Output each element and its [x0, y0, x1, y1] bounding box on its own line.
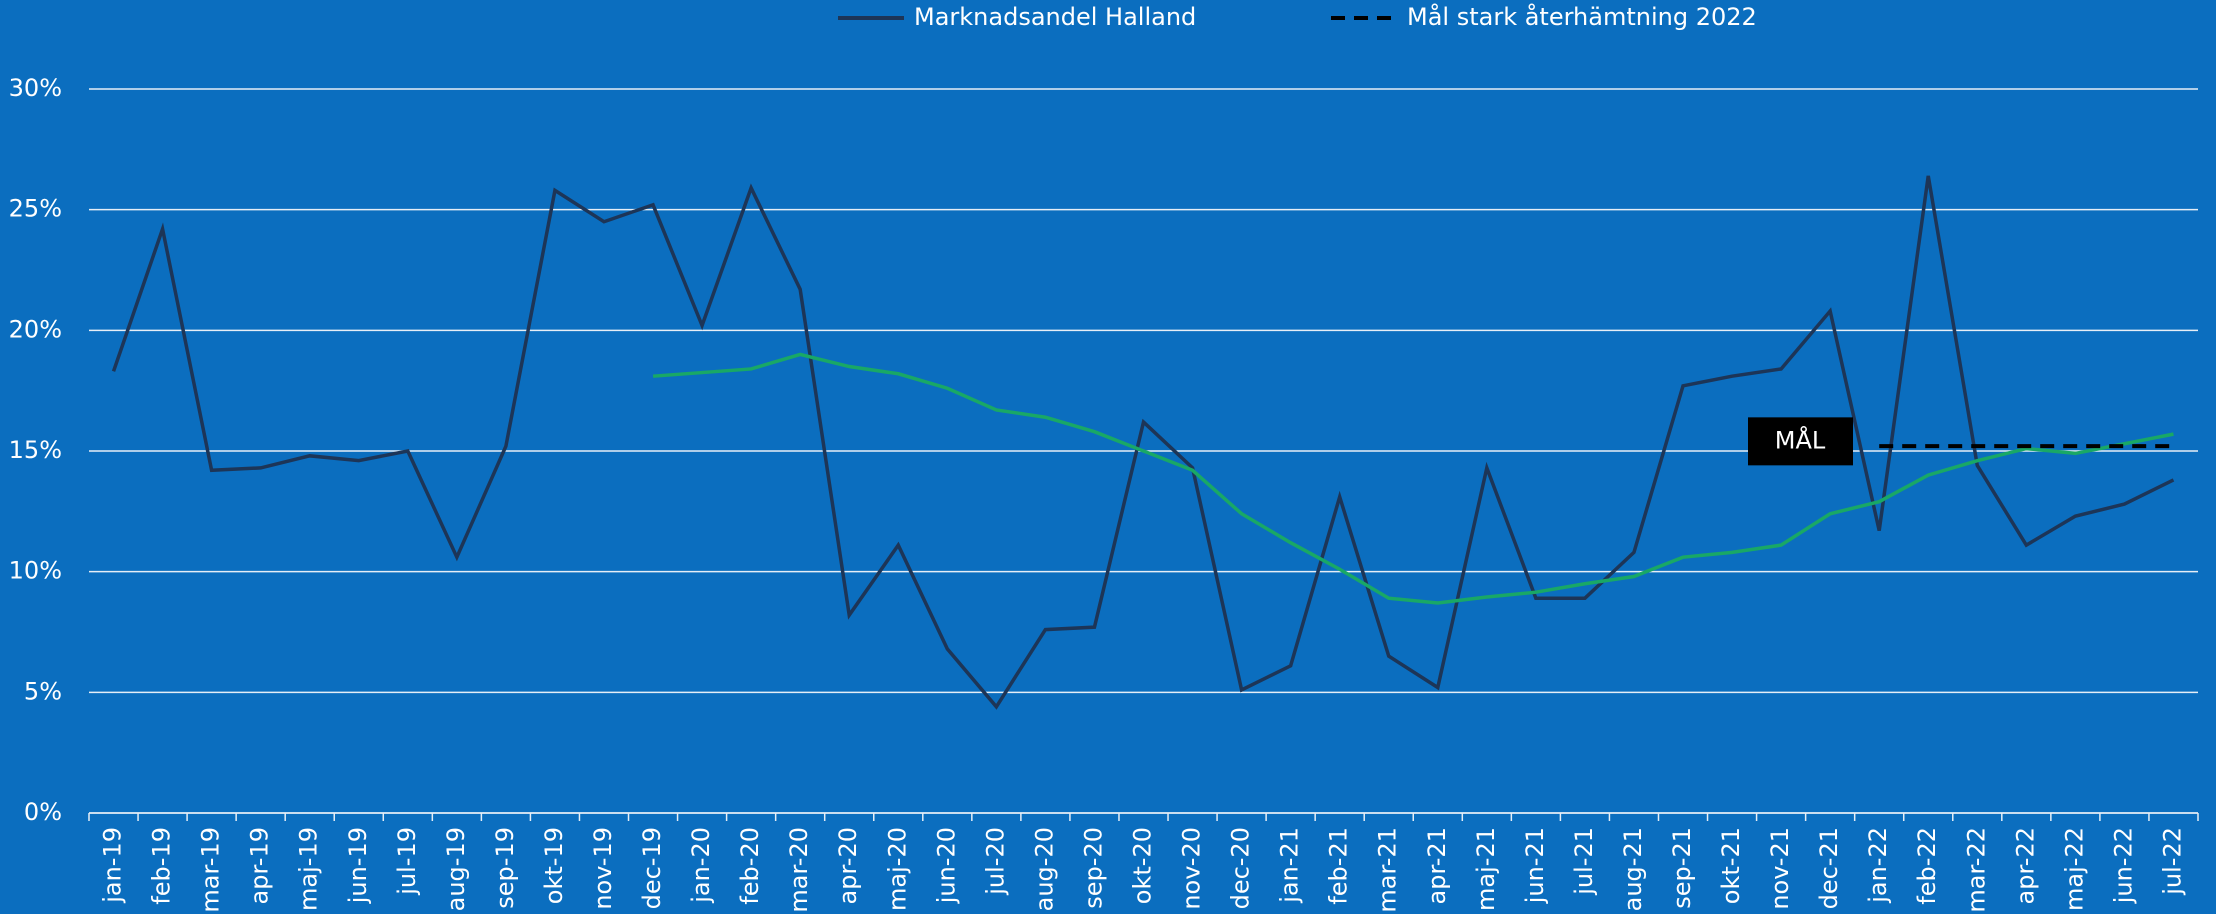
x-tick-label: aug-21	[1619, 827, 1647, 911]
x-tick-label: sep-21	[1668, 827, 1696, 909]
x-tick-label: feb-19	[148, 827, 176, 905]
x-tick-label: apr-19	[246, 827, 274, 904]
line-series	[111, 175, 2175, 710]
x-tick-label: jan-20	[687, 827, 715, 904]
x-tick-label: jun-22	[2109, 827, 2137, 904]
x-tick-label: aug-20	[1030, 827, 1058, 911]
x-tick-label: mar-21	[1374, 827, 1402, 913]
x-tick-label: nov-20	[1178, 827, 1206, 910]
y-tick-label: 25%	[9, 195, 62, 223]
x-tick-label: jun-20	[932, 827, 960, 904]
y-tick-label: 15%	[9, 436, 62, 464]
x-tick-label: okt-19	[540, 827, 568, 904]
x-tick-label: apr-21	[1423, 827, 1451, 904]
x-tick-label: okt-20	[1129, 827, 1157, 904]
x-tick-label: sep-20	[1079, 827, 1107, 909]
x-tick-label: maj-19	[295, 827, 323, 911]
x-tick-label: jan-21	[1276, 827, 1304, 904]
x-tick-label: okt-21	[1717, 827, 1745, 904]
x-tick-label: feb-20	[736, 827, 764, 905]
x-tick-label: jul-20	[981, 827, 1009, 896]
x-tick-label: nov-21	[1766, 827, 1794, 910]
y-tick-label: 20%	[9, 315, 62, 343]
legend-label: Marknadsandel Halland	[914, 3, 1196, 31]
y-tick-label: 0%	[24, 798, 62, 826]
x-tick-label: mar-20	[785, 827, 813, 913]
x-tick-label: dec-21	[1815, 827, 1843, 909]
annotation-box	[1748, 417, 1853, 466]
x-tick-label: jun-21	[1521, 827, 1549, 904]
x-tick-label: maj-20	[883, 827, 911, 911]
x-tick-label: dec-20	[1227, 827, 1255, 909]
x-tick-label: jul-21	[1570, 827, 1598, 896]
x-tick-label: dec-19	[638, 827, 666, 909]
x-tick-label: jun-19	[344, 827, 372, 904]
x-tick-label: sep-19	[491, 827, 519, 909]
y-tick-label: 10%	[9, 557, 62, 585]
x-tick-label: feb-22	[1913, 827, 1941, 905]
x-tick-label: jan-22	[1864, 827, 1892, 904]
x-tick-label: nov-19	[589, 827, 617, 910]
x-tick-label: maj-21	[1472, 827, 1500, 911]
x-tick-label: mar-22	[1962, 827, 1990, 913]
x-tick-label: aug-19	[442, 827, 470, 911]
line-series	[652, 352, 2174, 605]
x-tick-label: apr-20	[834, 827, 862, 904]
x-tick-label: apr-22	[2011, 827, 2039, 904]
x-tick-label: jul-19	[393, 827, 421, 896]
x-tick-label: maj-22	[2060, 827, 2088, 911]
x-tick-label: feb-21	[1325, 827, 1353, 905]
x-tick-label: jan-19	[99, 827, 127, 904]
x-tick-label: mar-19	[197, 827, 225, 913]
annotation: MÅL	[1775, 425, 1826, 454]
x-tick-label: jul-22	[2158, 827, 2186, 896]
y-tick-label: 5%	[24, 677, 62, 705]
legend-label: Mål stark återhämtning 2022	[1407, 2, 1757, 31]
y-tick-label: 30%	[9, 74, 62, 102]
